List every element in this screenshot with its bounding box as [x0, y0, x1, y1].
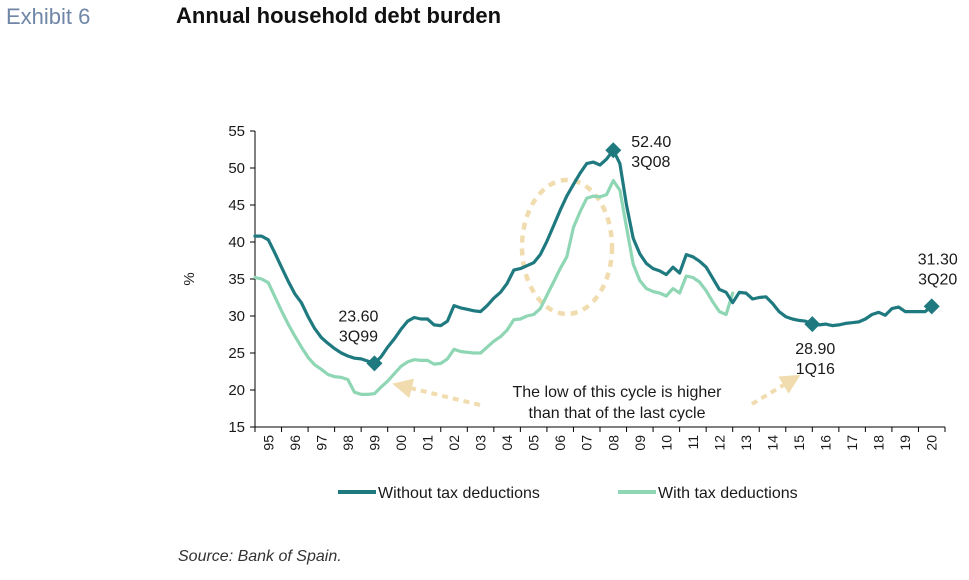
x-tick-label: 09 — [632, 435, 648, 451]
x-tick-label: 18 — [871, 435, 887, 451]
y-tick-label: 45 — [228, 197, 245, 214]
exhibit-label: Exhibit 6 — [6, 4, 91, 29]
y-tick-label: 50 — [228, 160, 245, 177]
chart-title: Annual household debt burden — [176, 3, 502, 28]
x-tick-label: 20 — [924, 435, 940, 451]
right-note-arrow — [750, 374, 801, 406]
data-point-marker-1q16 — [804, 316, 821, 333]
x-tick-label: 04 — [499, 435, 515, 451]
annotation-value: 28.90 — [795, 341, 835, 358]
x-tick-label: 12 — [711, 435, 727, 451]
x-tick-label: 05 — [526, 435, 542, 451]
x-tick-label: 06 — [552, 435, 568, 451]
x-tick-label: 11 — [685, 435, 701, 450]
left-note-arrow — [392, 378, 481, 407]
y-tick-label: 25 — [228, 345, 245, 362]
annotation-date: 3Q20 — [918, 271, 957, 288]
peak-highlight-circle — [519, 177, 615, 317]
annotation-date: 1Q16 — [796, 361, 835, 378]
chart-markers: 23.60 3Q99 52.40 3Q08 28.90 1Q16 31.30 3Q20 The … — [338, 134, 957, 422]
chart-axes: 15 20 25 30 35 40 45 50 55% 95 96 97 98 99 00 01 02 03 04 0… — [181, 123, 946, 451]
x-tick-label: 96 — [287, 435, 303, 451]
y-tick-label: 55 — [228, 123, 245, 140]
legend-label: Without tax deductions — [378, 485, 540, 502]
y-tick-label: 35 — [228, 271, 245, 288]
x-tick-label: 08 — [605, 435, 621, 451]
x-tick-label: 98 — [340, 435, 356, 451]
x-tick-label: 95 — [260, 435, 276, 451]
legend-label: With tax deductions — [658, 485, 798, 502]
x-tick-label: 99 — [366, 435, 382, 451]
x-tick-label: 10 — [658, 435, 674, 451]
y-tick-label: 20 — [228, 382, 245, 399]
x-tick-label: 00 — [393, 435, 409, 451]
annotation-value: 23.60 — [338, 308, 378, 325]
y-tick-label: 30 — [228, 308, 245, 325]
x-tick-label: 15 — [791, 435, 807, 451]
chart-legend: Without tax deductions With tax deduction… — [338, 485, 798, 502]
x-tick-label: 03 — [473, 435, 489, 451]
annotation-date: 3Q08 — [631, 154, 670, 171]
series-with-tax-deductionsline — [253, 179, 735, 396]
x-tick-label: 16 — [818, 435, 834, 451]
annotation-date: 3Q99 — [339, 328, 378, 345]
x-tick-label: 14 — [765, 435, 781, 451]
y-axis-label: % — [181, 272, 198, 285]
x-tick-label: 01 — [420, 435, 436, 451]
x-tick-label: 07 — [579, 435, 595, 451]
data-point-marker-3q99 — [366, 355, 383, 372]
source-note: Source: Bank of Spain. — [178, 548, 342, 565]
y-tick-label: 15 — [228, 419, 245, 436]
cycle-note-line: The low of this cycle is higher — [513, 384, 723, 401]
annotation-value: 31.30 — [918, 251, 958, 268]
highlight-annotations — [392, 177, 801, 407]
annotation-value: 52.40 — [631, 134, 671, 151]
x-tick-label: 02 — [446, 435, 462, 451]
data-point-marker-3q08 — [605, 142, 622, 159]
data-point-marker-3q20 — [923, 298, 940, 315]
y-tick-label: 40 — [228, 234, 245, 251]
x-tick-label: 19 — [897, 435, 913, 451]
x-tick-label: 97 — [313, 435, 329, 451]
x-tick-label: 13 — [738, 435, 754, 451]
x-tick-label: 17 — [844, 435, 860, 451]
cycle-note-line: than that of the last cycle — [529, 405, 706, 422]
